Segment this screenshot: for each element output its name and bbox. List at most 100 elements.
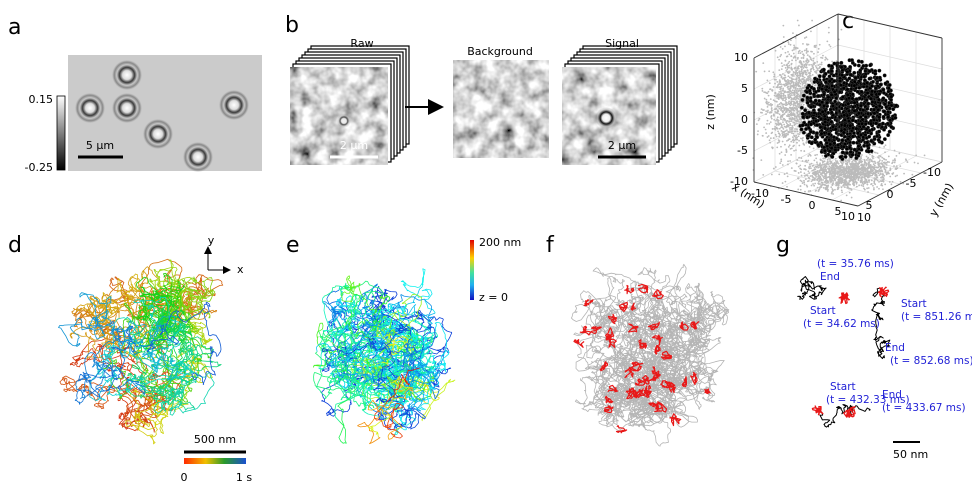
projection-point <box>853 168 856 171</box>
trajectory-segment <box>343 354 399 376</box>
trajectory-segment <box>374 353 414 395</box>
projection-point <box>825 177 827 179</box>
point <box>857 85 862 90</box>
point <box>845 150 849 155</box>
point <box>829 110 834 115</box>
projection-point <box>869 165 872 168</box>
projection-point <box>797 133 799 135</box>
projection-point <box>849 170 852 173</box>
projection-point <box>778 173 781 176</box>
projection-point <box>819 187 821 189</box>
trajectory-segment <box>355 319 381 338</box>
projection-point <box>884 183 887 186</box>
projection-point <box>802 103 805 106</box>
projection-point <box>798 70 801 73</box>
projection-point <box>788 53 791 56</box>
projection-point <box>765 110 768 113</box>
projection-point <box>812 57 815 60</box>
projection-point <box>767 103 770 106</box>
projection-point <box>822 54 824 57</box>
projection-point <box>774 125 777 128</box>
point <box>864 98 869 103</box>
projection-point <box>831 170 833 173</box>
particle <box>183 142 213 172</box>
projection-point <box>855 173 857 176</box>
point <box>832 61 837 66</box>
projection-point <box>830 175 833 177</box>
trajectory-segment <box>391 367 420 398</box>
projection-point <box>860 166 863 169</box>
projection-point <box>841 171 843 174</box>
projection-point <box>826 158 829 161</box>
point <box>823 80 828 85</box>
projection-point <box>789 43 792 46</box>
projection-point <box>827 163 830 166</box>
projection-point <box>828 43 831 46</box>
projection-point <box>755 123 758 125</box>
projection-point <box>768 70 771 73</box>
projection-point <box>791 74 794 77</box>
point <box>870 89 874 94</box>
event-cluster <box>669 413 682 427</box>
projection-point <box>798 133 801 135</box>
projection-point <box>855 161 857 163</box>
projection-point <box>834 174 836 177</box>
projection-point <box>881 173 884 175</box>
event-cluster <box>654 344 661 355</box>
projection-point <box>808 172 811 175</box>
point <box>877 75 882 80</box>
projection-point <box>867 172 870 174</box>
point <box>830 154 835 159</box>
panel-label: f <box>546 233 555 258</box>
trajectory-segment <box>329 374 359 390</box>
projection-point <box>784 99 786 102</box>
projection-point <box>831 171 834 174</box>
point <box>847 96 852 101</box>
point <box>811 86 816 91</box>
projection-point <box>789 101 792 104</box>
projection-point <box>844 159 847 162</box>
projection-point <box>820 63 823 66</box>
projection-point <box>788 64 791 67</box>
projection-point <box>816 163 819 166</box>
projection-point <box>843 171 846 174</box>
projection-point <box>799 52 802 54</box>
trajectory-segment <box>88 310 109 340</box>
projection-point <box>820 186 823 188</box>
projection-point <box>756 133 759 136</box>
projection-point <box>810 63 813 66</box>
projection-point <box>772 71 775 74</box>
projection-point <box>786 81 789 84</box>
projection-point <box>784 143 786 146</box>
trajectory-segment <box>366 312 390 326</box>
projection-point <box>784 59 787 62</box>
event-cluster <box>690 321 700 330</box>
trajectory-segment <box>131 335 180 353</box>
tick-label: 10 <box>857 211 871 224</box>
tick-label: 5 <box>741 82 748 95</box>
point <box>813 137 818 142</box>
projection-point <box>884 162 887 165</box>
projection-point <box>811 83 814 86</box>
projection-point <box>800 174 803 177</box>
projection-point <box>840 28 843 31</box>
projection-point <box>837 170 839 172</box>
trajectory-segment <box>150 360 199 385</box>
event-cluster <box>647 321 660 331</box>
point <box>859 89 864 94</box>
point <box>842 123 847 128</box>
trajectory-segment <box>349 294 364 320</box>
projection-point <box>790 63 793 66</box>
projection-point <box>842 175 845 178</box>
projection-point <box>782 128 785 130</box>
projection-point <box>873 188 875 191</box>
projection-point <box>862 183 865 186</box>
projection-point <box>789 110 792 112</box>
projection-point <box>817 172 820 174</box>
projection-point <box>821 163 824 166</box>
projection-point <box>881 180 884 182</box>
projection-point <box>785 126 787 129</box>
projection-point <box>782 99 784 102</box>
point <box>819 116 823 121</box>
projection-point <box>777 98 780 101</box>
